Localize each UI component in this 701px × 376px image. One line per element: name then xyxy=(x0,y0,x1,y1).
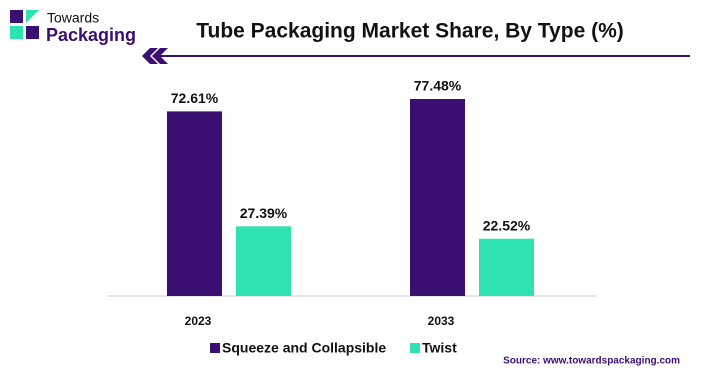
legend-label: Twist xyxy=(422,340,457,356)
legend-swatch xyxy=(410,343,420,353)
logo-text: Packaging xyxy=(46,25,136,45)
title-rule xyxy=(142,48,690,64)
legend-swatch xyxy=(210,343,220,353)
logo: Towards Packaging xyxy=(10,10,136,45)
source: Source: www.towardspackaging.com xyxy=(503,356,680,367)
data-label: 77.48% xyxy=(414,78,462,94)
bar xyxy=(167,111,222,297)
data-label: 72.61% xyxy=(171,90,219,106)
logo-square xyxy=(10,26,23,39)
logo-text: Towards xyxy=(47,10,99,26)
data-label: 22.52% xyxy=(483,217,531,233)
bar xyxy=(479,238,534,296)
bar xyxy=(236,226,291,296)
logo-square xyxy=(10,10,23,23)
chart-title: Tube Packaging Market Share, By Type (%) xyxy=(196,20,624,43)
rule-chevron xyxy=(142,48,158,64)
bar xyxy=(410,99,465,296)
x-tick-label: 2023 xyxy=(185,314,212,328)
logo-square xyxy=(26,26,39,39)
x-tick-label: 2033 xyxy=(428,314,455,328)
data-label: 27.39% xyxy=(240,205,288,221)
logo-triangle xyxy=(26,10,39,23)
legend-label: Squeeze and Collapsible xyxy=(222,340,386,356)
